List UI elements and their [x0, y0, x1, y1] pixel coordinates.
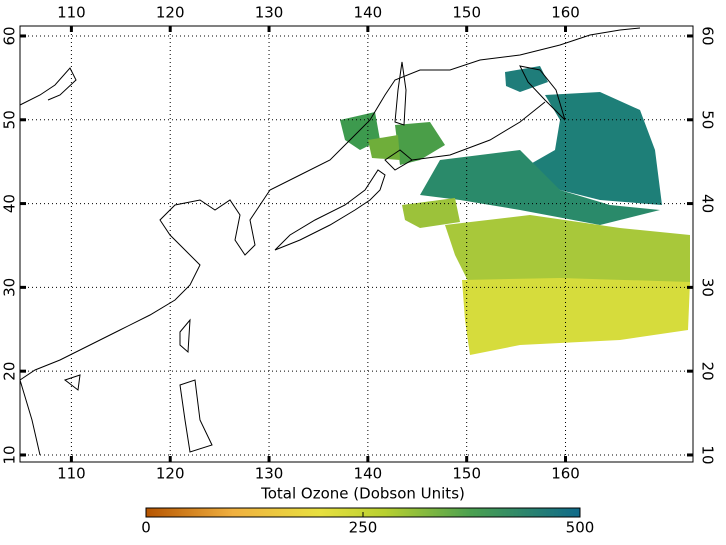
y-tick-label: 60	[699, 26, 717, 45]
ozone-swath	[340, 66, 690, 355]
x-tick-label: 120	[156, 465, 185, 483]
x-tick-label: 150	[452, 4, 481, 22]
y-tick-label: 20	[1, 362, 19, 381]
x-tick-label: 120	[156, 4, 185, 22]
y-tick-label: 40	[1, 194, 19, 213]
y-tick-label: 60	[1, 26, 19, 45]
y-tick-label: 10	[1, 445, 19, 464]
map-frame	[19, 25, 694, 463]
colorbar-tick-label: 250	[349, 519, 378, 537]
x-tick-label: 160	[551, 465, 580, 483]
x-tick-label: 140	[354, 4, 383, 22]
y-tick-label: 50	[1, 110, 19, 129]
colorbar-tick-label: 500	[566, 519, 595, 537]
y-tick-label: 20	[699, 362, 717, 381]
y-tick-label: 10	[699, 445, 717, 464]
y-tick-label: 50	[699, 110, 717, 129]
colorbar-title: Total Ozone (Dobson Units)	[260, 485, 465, 503]
x-tick-label: 140	[354, 465, 383, 483]
y-tick-label: 30	[1, 278, 19, 297]
x-tick-label: 130	[255, 4, 284, 22]
y-tick-label: 40	[699, 194, 717, 213]
y-tick-label: 30	[699, 278, 717, 297]
x-tick-label: 110	[57, 4, 86, 22]
x-tick-label: 160	[551, 4, 580, 22]
x-tick-label: 110	[57, 465, 86, 483]
x-tick-label: 130	[255, 465, 284, 483]
x-tick-label: 150	[452, 465, 481, 483]
colorbar-tick-label: 0	[141, 519, 151, 537]
